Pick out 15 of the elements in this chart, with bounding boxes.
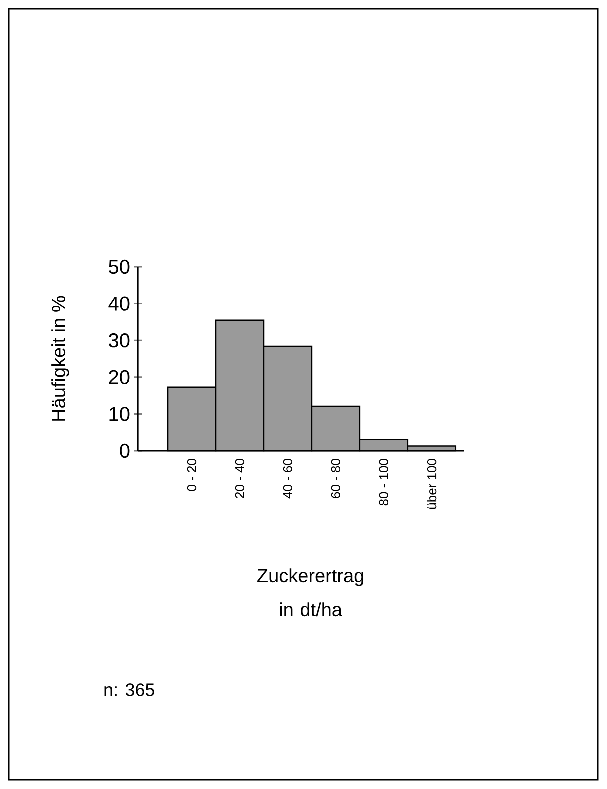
y-tick-label: 30 <box>109 334 130 348</box>
y-tick-label: 20 <box>109 370 130 384</box>
text: n: 365 <box>104 684 154 696</box>
y-axis-title: Häufigkeit in % <box>52 296 70 421</box>
y-tick-label: 0 <box>120 444 130 458</box>
x-tick-label: über 100 <box>427 459 437 509</box>
y-tick-label: 40 <box>108 296 130 311</box>
x-tick-label: 40 - 60 <box>283 459 293 499</box>
y-tick-label: 50 <box>109 260 130 274</box>
x-tick-label: 0 - 20 <box>187 459 197 492</box>
y-tick-label: 10 <box>110 407 130 422</box>
x-tick-label: 60 - 80 <box>331 459 341 498</box>
x-tick-label: 20 - 40 <box>235 459 245 498</box>
x-tick-label: 80 - 100 <box>379 459 389 506</box>
x-axis-title: Zuckerertrag in dt/ha <box>258 568 364 617</box>
